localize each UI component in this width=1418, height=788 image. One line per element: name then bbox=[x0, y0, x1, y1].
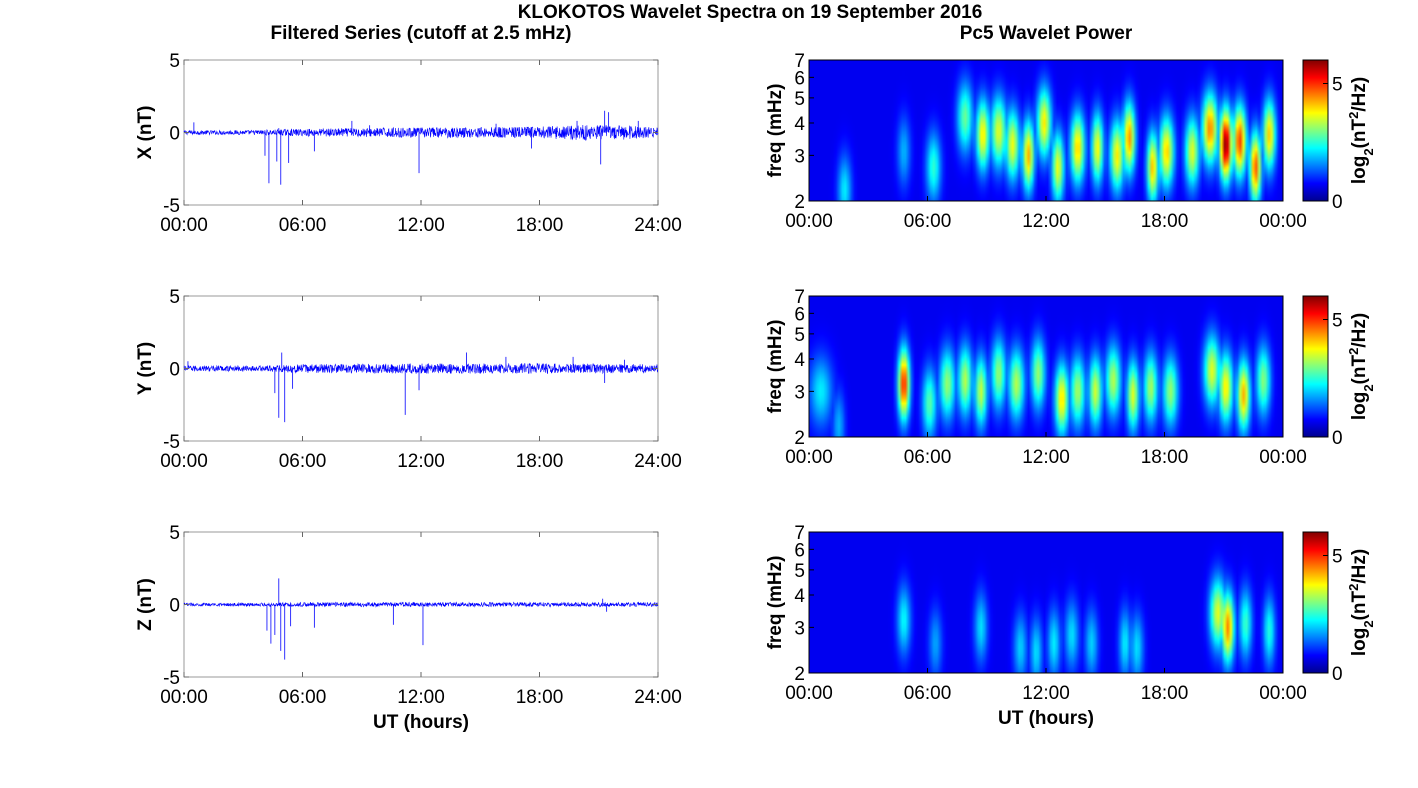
colorbar-tick-label: 5 bbox=[1332, 75, 1343, 96]
series-line bbox=[183, 601, 659, 608]
y-tick-label: -5 bbox=[163, 196, 180, 217]
y-tick-label: 4 bbox=[794, 586, 805, 607]
y-tick-label: 0 bbox=[169, 360, 180, 381]
x-tick-label: 12:00 bbox=[397, 451, 445, 472]
x-tick-label: 18:00 bbox=[1141, 447, 1189, 468]
colorbar-label: log2(nT2/Hz) bbox=[1346, 549, 1376, 656]
y-tick-label: 3 bbox=[794, 146, 805, 167]
x-tick-label: 00:00 bbox=[1259, 211, 1307, 232]
colorbar bbox=[1302, 531, 1329, 674]
x-tick-label: 18:00 bbox=[1141, 683, 1189, 704]
series-panel-y: 5 0 -500:00 06:00 12:00 18:00 24:00 Y (nT) bbox=[135, 287, 682, 472]
x-tick-label: 00:00 bbox=[785, 683, 833, 704]
y-tick-label: 4 bbox=[794, 350, 805, 371]
y-tick-label: 3 bbox=[794, 382, 805, 403]
x-tick-label: 18:00 bbox=[516, 687, 564, 708]
x-tick-label: 00:00 bbox=[1259, 447, 1307, 468]
y-tick-label: 7 bbox=[794, 51, 805, 72]
x-tick-label: 06:00 bbox=[904, 447, 952, 468]
series-line bbox=[183, 362, 659, 375]
y-tick-label: 7 bbox=[794, 287, 805, 308]
left-x-axis-label: UT (hours) bbox=[373, 712, 469, 733]
x-tick-label: 06:00 bbox=[279, 451, 327, 472]
y-tick-label: 5 bbox=[169, 287, 180, 308]
colorbar-tick-label: 5 bbox=[1332, 311, 1343, 332]
colorbar bbox=[1302, 295, 1329, 438]
x-tick-label: 12:00 bbox=[1022, 683, 1070, 704]
y-tick-label: -5 bbox=[163, 432, 180, 453]
x-tick-label: 12:00 bbox=[397, 687, 445, 708]
y-tick-label: 0 bbox=[169, 124, 180, 145]
colorbar bbox=[1302, 59, 1329, 202]
y-tick-label: 3 bbox=[794, 618, 805, 639]
wavelet-heatmap bbox=[809, 296, 1283, 437]
y-tick-label: 6 bbox=[794, 540, 805, 561]
x-tick-label: 00:00 bbox=[160, 451, 208, 472]
colorbar-tick-label: 0 bbox=[1332, 664, 1343, 685]
x-tick-label: 18:00 bbox=[1141, 211, 1189, 232]
x-tick-label: 06:00 bbox=[904, 211, 952, 232]
x-tick-label: 24:00 bbox=[634, 451, 682, 472]
colorbar-tick-label: 5 bbox=[1332, 547, 1343, 568]
figure-title: KLOKOTOS Wavelet Spectra on 19 September… bbox=[518, 2, 983, 23]
y-tick-label: 6 bbox=[794, 68, 805, 89]
y-tick-label: 2 bbox=[794, 192, 805, 213]
wavelet-heatmap bbox=[809, 532, 1283, 673]
x-tick-label: 12:00 bbox=[397, 215, 445, 236]
x-tick-label: 06:00 bbox=[279, 687, 327, 708]
y-tick-label: 6 bbox=[794, 304, 805, 325]
colorbar-tick-label: 0 bbox=[1332, 428, 1343, 449]
y-tick-label: 5 bbox=[794, 325, 805, 346]
colorbar-label: log2(nT2/Hz) bbox=[1346, 313, 1376, 420]
x-tick-label: 00:00 bbox=[160, 215, 208, 236]
y-tick-label: 5 bbox=[169, 51, 180, 72]
y-tick-label: 7 bbox=[794, 523, 805, 544]
x-tick-label: 18:00 bbox=[516, 451, 564, 472]
x-tick-label: 00:00 bbox=[160, 687, 208, 708]
x-tick-label: 00:00 bbox=[785, 211, 833, 232]
y-axis-label: freq (mHz) bbox=[765, 84, 786, 178]
wavelet-heatmap bbox=[809, 60, 1283, 201]
y-axis-label: Y (nT) bbox=[135, 342, 156, 395]
y-tick-label: 5 bbox=[794, 561, 805, 582]
y-tick-label: 0 bbox=[169, 596, 180, 617]
y-axis-label: X (nT) bbox=[135, 106, 156, 160]
y-axis-label: freq (mHz) bbox=[765, 320, 786, 414]
y-tick-label: 4 bbox=[794, 114, 805, 135]
colorbar-label: log2(nT2/Hz) bbox=[1346, 77, 1376, 184]
x-tick-label: 18:00 bbox=[516, 215, 564, 236]
series-line bbox=[183, 124, 659, 142]
right-x-axis-label: UT (hours) bbox=[998, 708, 1094, 729]
colorbar-tick-label: 0 bbox=[1332, 192, 1343, 213]
right-column-title: Pc5 Wavelet Power bbox=[960, 23, 1133, 44]
y-tick-label: 2 bbox=[794, 428, 805, 449]
series-panel-x: 5 0 -500:00 06:00 12:00 18:00 24:00 X (nT) bbox=[135, 51, 682, 236]
x-tick-label: 24:00 bbox=[634, 687, 682, 708]
x-tick-label: 12:00 bbox=[1022, 447, 1070, 468]
y-tick-label: 2 bbox=[794, 664, 805, 685]
x-tick-label: 24:00 bbox=[634, 215, 682, 236]
y-axis-label: freq (mHz) bbox=[765, 556, 786, 650]
x-tick-label: 12:00 bbox=[1022, 211, 1070, 232]
x-tick-label: 06:00 bbox=[904, 683, 952, 704]
left-column-title: Filtered Series (cutoff at 2.5 mHz) bbox=[271, 23, 572, 44]
x-tick-label: 06:00 bbox=[279, 215, 327, 236]
series-panel-z: 5 0 -500:00 06:00 12:00 18:00 24:00 Z (nT) bbox=[135, 523, 682, 708]
y-tick-label: 5 bbox=[169, 523, 180, 544]
y-tick-label: -5 bbox=[163, 668, 180, 689]
x-tick-label: 00:00 bbox=[1259, 683, 1307, 704]
x-tick-label: 00:00 bbox=[785, 447, 833, 468]
y-tick-label: 5 bbox=[794, 89, 805, 110]
y-axis-label: Z (nT) bbox=[135, 578, 156, 631]
